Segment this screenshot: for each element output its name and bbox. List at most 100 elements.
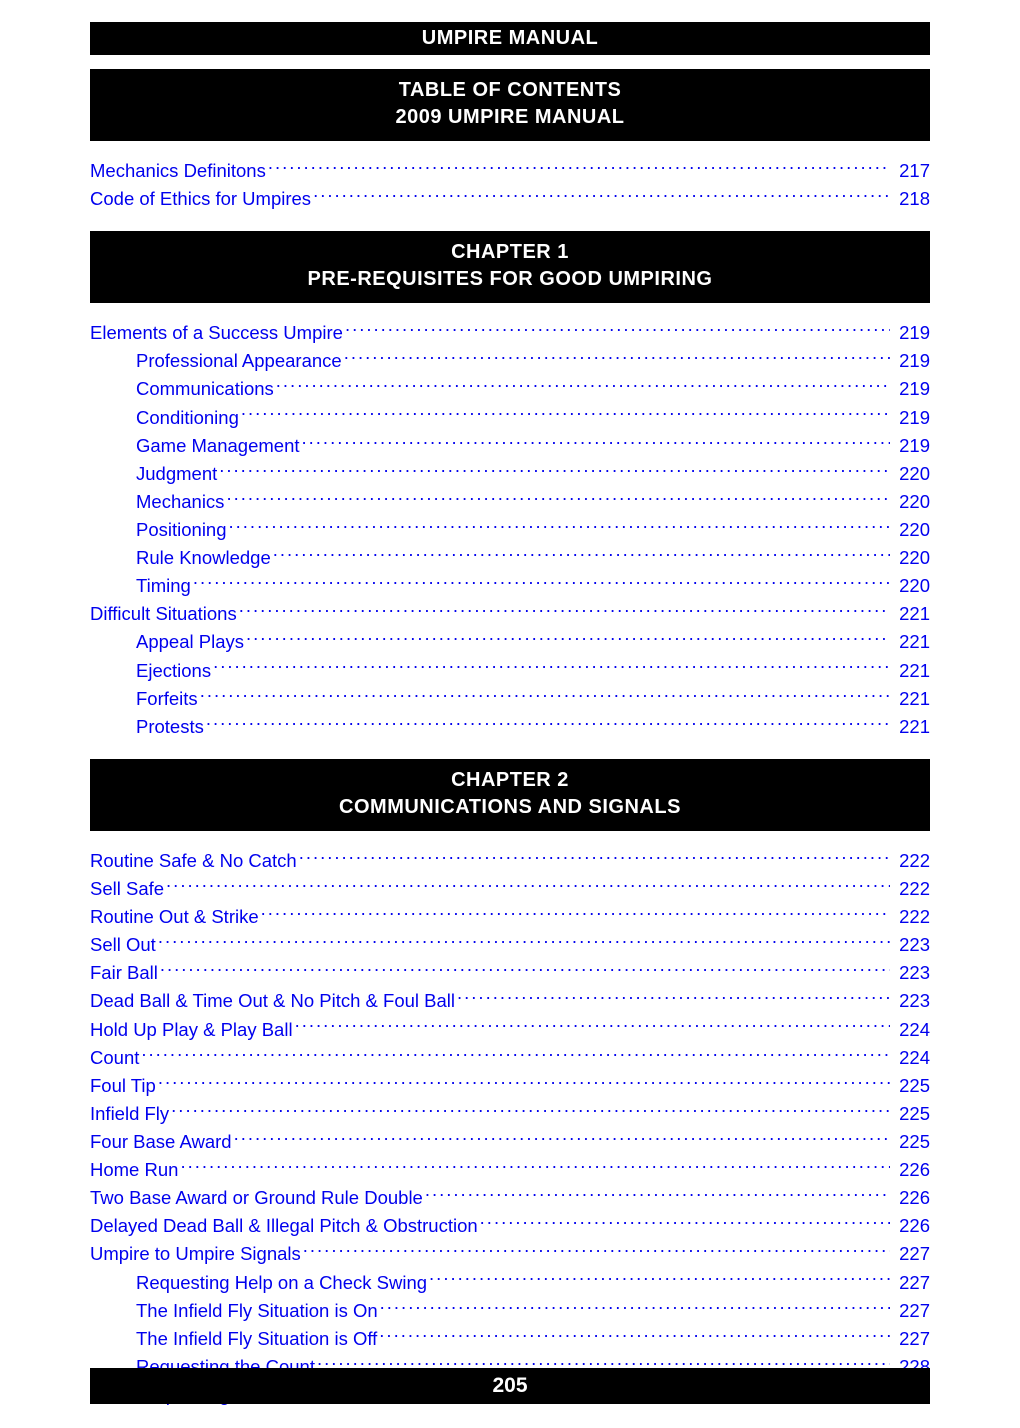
toc-entry-leader bbox=[297, 848, 890, 867]
toc-entry-label: Infield Fly bbox=[90, 1100, 169, 1128]
toc-entry-page: 223 bbox=[890, 959, 930, 987]
toc-entry[interactable]: Judgment 220 bbox=[90, 460, 930, 488]
toc-entry[interactable]: Communications 219 bbox=[90, 375, 930, 403]
toc-entry[interactable]: Game Management 219 bbox=[90, 432, 930, 460]
toc-entry[interactable]: Routine Safe & No Catch 222 bbox=[90, 847, 930, 875]
toc-entry[interactable]: Four Base Award 225 bbox=[90, 1128, 930, 1156]
toc-entry[interactable]: Umpire to Umpire Signals 227 bbox=[90, 1240, 930, 1268]
toc-entry[interactable]: Count 224 bbox=[90, 1044, 930, 1072]
toc-entry[interactable]: Forfeits 221 bbox=[90, 685, 930, 713]
chapter-toc-section: Routine Safe & No Catch 222Sell Safe 222… bbox=[90, 847, 930, 1409]
toc-entry-leader bbox=[198, 686, 890, 705]
toc-entry-page: 219 bbox=[890, 375, 930, 403]
toc-entry[interactable]: Appeal Plays 221 bbox=[90, 628, 930, 656]
toc-entry[interactable]: Hold Up Play & Play Ball 224 bbox=[90, 1016, 930, 1044]
toc-entry[interactable]: Delayed Dead Ball & Illegal Pitch & Obst… bbox=[90, 1212, 930, 1240]
toc-entry-label: Fair Ball bbox=[90, 959, 158, 987]
toc-entry[interactable]: Timing 220 bbox=[90, 572, 930, 600]
toc-entry[interactable]: Home Run 226 bbox=[90, 1156, 930, 1184]
chapter-heading: CHAPTER 1PRE-REQUISITES FOR GOOD UMPIRIN… bbox=[90, 231, 930, 303]
toc-entry-label: Ejections bbox=[136, 657, 211, 685]
toc-entry-label: Hold Up Play & Play Ball bbox=[90, 1016, 293, 1044]
toc-entry-page: 220 bbox=[890, 460, 930, 488]
toc-title-block: TABLE OF CONTENTS 2009 UMPIRE MANUAL bbox=[90, 69, 930, 141]
toc-entry-label: Professional Appearance bbox=[136, 347, 342, 375]
toc-entry-label: Routine Out & Strike bbox=[90, 903, 259, 931]
toc-entry[interactable]: Difficult Situations 221 bbox=[90, 600, 930, 628]
toc-entry-page: 219 bbox=[890, 347, 930, 375]
toc-entry-page: 222 bbox=[890, 847, 930, 875]
toc-entry[interactable]: Conditioning 219 bbox=[90, 404, 930, 432]
toc-entry[interactable]: Two Base Award or Ground Rule Double 226 bbox=[90, 1184, 930, 1212]
toc-entry-label: Rule Knowledge bbox=[136, 544, 271, 572]
page-container: UMPIRE MANUAL TABLE OF CONTENTS 2009 UMP… bbox=[0, 0, 1020, 1409]
toc-entry-page: 227 bbox=[890, 1325, 930, 1353]
toc-entry-leader bbox=[343, 321, 890, 340]
toc-entry-label: Positioning bbox=[136, 516, 227, 544]
toc-entry-label: Foul Tip bbox=[90, 1072, 156, 1100]
toc-entry-page: 221 bbox=[890, 685, 930, 713]
toc-entry[interactable]: Infield Fly 225 bbox=[90, 1100, 930, 1128]
toc-entry-label: Protests bbox=[136, 713, 204, 741]
toc-entry-label: Conditioning bbox=[136, 404, 239, 432]
toc-entry-page: 218 bbox=[890, 185, 930, 213]
toc-entry-label: Sell Safe bbox=[90, 875, 164, 903]
toc-entry-page: 224 bbox=[890, 1016, 930, 1044]
toc-entry-leader bbox=[293, 1017, 890, 1036]
toc-entry[interactable]: Requesting Help on a Check Swing 227 bbox=[90, 1269, 930, 1297]
toc-entry-label: Delayed Dead Ball & Illegal Pitch & Obst… bbox=[90, 1212, 478, 1240]
toc-entry-page: 220 bbox=[890, 544, 930, 572]
toc-entry[interactable]: Routine Out & Strike 222 bbox=[90, 903, 930, 931]
chapter-toc-section: Elements of a Success Umpire 219Professi… bbox=[90, 319, 930, 741]
toc-entry-label: Home Run bbox=[90, 1156, 178, 1184]
toc-entry-leader bbox=[164, 876, 890, 895]
toc-entry-label: Requesting Help on a Check Swing bbox=[136, 1269, 427, 1297]
toc-entry[interactable]: Sell Out 223 bbox=[90, 931, 930, 959]
toc-entry-page: 227 bbox=[890, 1240, 930, 1268]
toc-entry[interactable]: Code of Ethics for Umpires 218 bbox=[90, 185, 930, 213]
toc-entry[interactable]: Mechanics Definitons 217 bbox=[90, 157, 930, 185]
toc-entry[interactable]: Mechanics 220 bbox=[90, 488, 930, 516]
toc-entry-leader bbox=[300, 433, 890, 452]
toc-entry[interactable]: Rule Knowledge 220 bbox=[90, 544, 930, 572]
toc-entry-leader bbox=[211, 658, 890, 677]
manual-header: UMPIRE MANUAL bbox=[90, 22, 930, 55]
toc-entry-leader bbox=[156, 1073, 890, 1092]
toc-entry-label: Difficult Situations bbox=[90, 600, 237, 628]
toc-title-line2: 2009 UMPIRE MANUAL bbox=[90, 104, 930, 131]
toc-entry[interactable]: Dead Ball & Time Out & No Pitch & Foul B… bbox=[90, 987, 930, 1015]
toc-entry-label: Code of Ethics for Umpires bbox=[90, 185, 311, 213]
toc-entry-label: Sell Out bbox=[90, 931, 156, 959]
toc-entry-page: 221 bbox=[890, 657, 930, 685]
toc-entry[interactable]: Professional Appearance 219 bbox=[90, 347, 930, 375]
toc-entry-leader bbox=[232, 1129, 890, 1148]
toc-entry-leader bbox=[377, 1326, 890, 1345]
toc-entry-label: Elements of a Success Umpire bbox=[90, 319, 343, 347]
toc-entry-page: 221 bbox=[890, 713, 930, 741]
chapter-heading-line1: CHAPTER 2 bbox=[90, 767, 930, 794]
toc-entry-label: The Infield Fly Situation is On bbox=[136, 1297, 378, 1325]
chapter-heading-line2: PRE-REQUISITES FOR GOOD UMPIRING bbox=[90, 266, 930, 293]
toc-entry-page: 221 bbox=[890, 628, 930, 656]
toc-entry-leader bbox=[191, 574, 890, 593]
toc-entry-leader bbox=[423, 1186, 890, 1205]
toc-entry[interactable]: Foul Tip 225 bbox=[90, 1072, 930, 1100]
toc-entry[interactable]: The Infield Fly Situation is Off 227 bbox=[90, 1325, 930, 1353]
toc-entry-leader bbox=[227, 517, 890, 536]
toc-entry[interactable]: Positioning 220 bbox=[90, 516, 930, 544]
toc-entry[interactable]: Elements of a Success Umpire 219 bbox=[90, 319, 930, 347]
toc-entry[interactable]: The Infield Fly Situation is On 227 bbox=[90, 1297, 930, 1325]
toc-entry-label: Routine Safe & No Catch bbox=[90, 847, 297, 875]
toc-entry[interactable]: Protests 221 bbox=[90, 713, 930, 741]
page-number: 205 bbox=[492, 1374, 527, 1397]
toc-entry-label: Timing bbox=[136, 572, 191, 600]
toc-entry-leader bbox=[217, 461, 890, 480]
toc-entry-label: Count bbox=[90, 1044, 139, 1072]
toc-entry-leader bbox=[455, 989, 890, 1008]
toc-entry[interactable]: Ejections 221 bbox=[90, 657, 930, 685]
toc-entry[interactable]: Fair Ball 223 bbox=[90, 959, 930, 987]
toc-entry-leader bbox=[158, 961, 890, 980]
toc-entry-label: Communications bbox=[136, 375, 274, 403]
toc-entry-page: 220 bbox=[890, 488, 930, 516]
toc-entry[interactable]: Sell Safe 222 bbox=[90, 875, 930, 903]
